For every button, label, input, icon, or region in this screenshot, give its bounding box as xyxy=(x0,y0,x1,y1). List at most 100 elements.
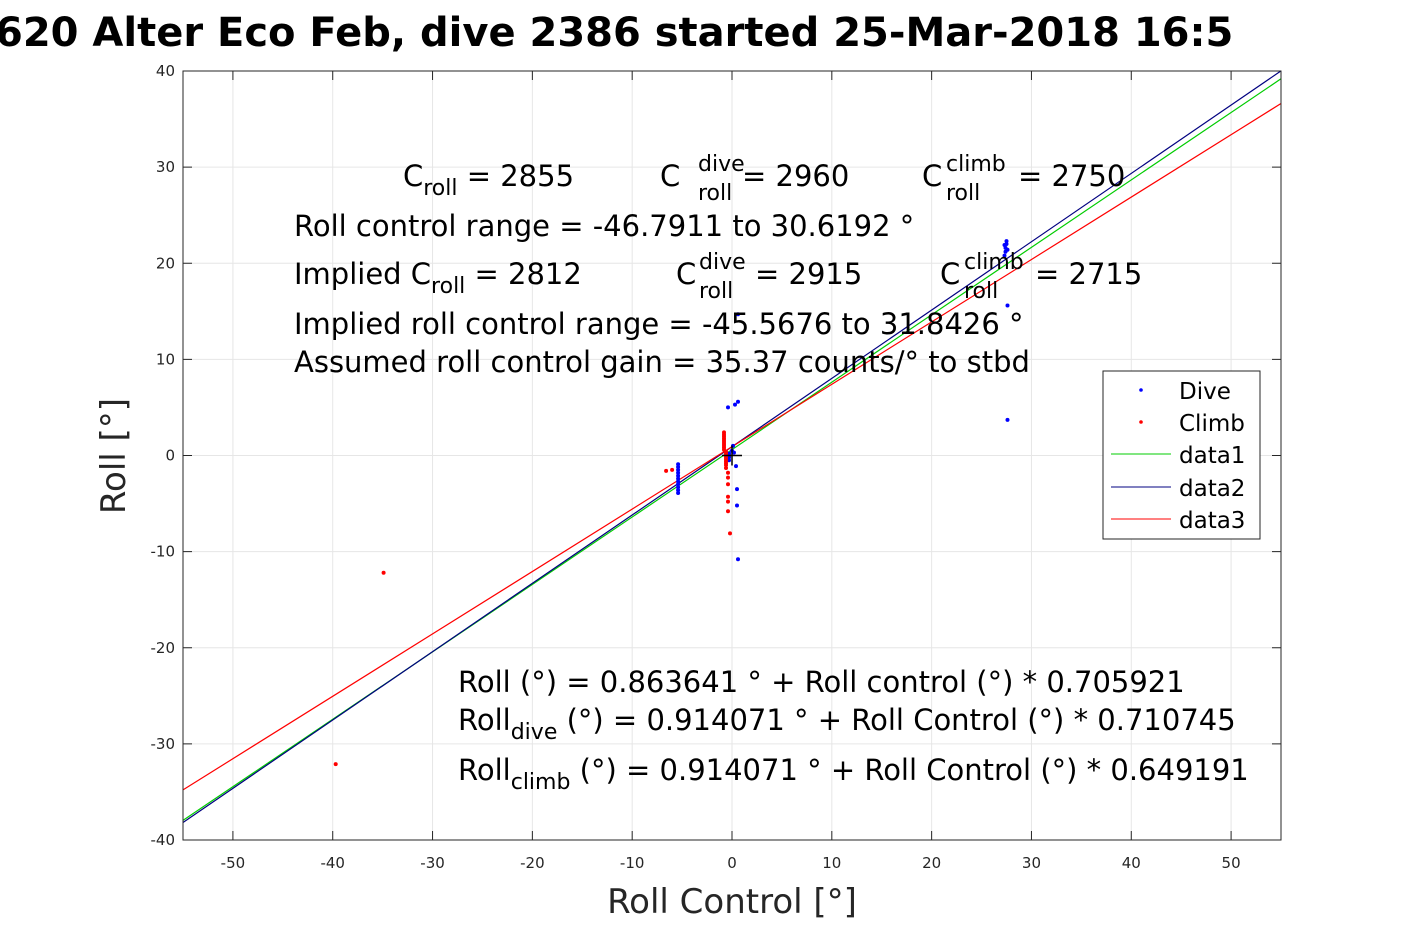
y-tick-label: 40 xyxy=(156,62,175,80)
implied-c-roll-annotation: Implied Croll = 2812 xyxy=(294,257,582,299)
point-climb xyxy=(381,570,386,575)
implied-c-roll-dive-sup: dive xyxy=(699,250,746,275)
y-tick-label: 20 xyxy=(156,254,175,272)
x-tick-label: 20 xyxy=(922,854,941,872)
point-dive xyxy=(676,470,681,475)
point-dive xyxy=(676,488,681,493)
c-roll-climb-annotation: C xyxy=(922,159,942,193)
x-axis-label: Roll Control [°] xyxy=(607,882,857,922)
point-climb xyxy=(724,463,728,468)
point-dive xyxy=(676,479,681,484)
point-climb xyxy=(726,470,730,475)
implied-c-roll-climb-sup: climb xyxy=(964,250,1024,275)
y-tick-label: -30 xyxy=(151,735,176,753)
point-dive xyxy=(727,455,731,460)
point-dive xyxy=(1005,303,1010,308)
point-climb xyxy=(728,531,732,536)
roll-control-range: Roll control range = -46.7911 to 30.6192… xyxy=(294,209,914,243)
point-dive xyxy=(736,399,740,404)
c-roll-climb-sup: climb xyxy=(946,152,1006,177)
point-climb xyxy=(724,466,728,470)
roll-dive-fit-equation: Rolldive (°) = 0.914071 ° + Roll Control… xyxy=(458,703,1236,745)
x-tick-label: 0 xyxy=(727,854,737,872)
point-dive xyxy=(1002,253,1007,258)
legend-label-climb: Climb xyxy=(1179,411,1245,437)
legend-label-data3: data3 xyxy=(1179,508,1245,534)
point-dive xyxy=(676,485,681,490)
point-dive xyxy=(736,312,740,317)
point-dive xyxy=(676,465,681,469)
calibration-annotations: Croll = 2855 C dive roll = 2960 C climb … xyxy=(294,152,1142,379)
point-dive xyxy=(733,402,737,407)
point-climb xyxy=(333,762,338,767)
c-roll-annotation: Croll = 2855 xyxy=(403,159,574,201)
legend-label-data2: data2 xyxy=(1179,476,1245,502)
implied-c-roll-climb-annotation: C xyxy=(940,257,960,291)
point-dive xyxy=(734,464,738,469)
point-dive xyxy=(736,557,740,562)
point-dive xyxy=(676,491,681,495)
point-climb xyxy=(726,494,730,499)
point-climb xyxy=(726,509,730,514)
legend-label-dive: Dive xyxy=(1179,379,1231,405)
point-climb xyxy=(670,467,675,472)
legend-marker-climb xyxy=(1139,420,1143,424)
roll-fit-equation: Roll (°) = 0.863641 ° + Roll control (°)… xyxy=(458,665,1185,699)
assumed-gain: Assumed roll control gain = 35.37 counts… xyxy=(294,345,1030,379)
legend-label-data1: data1 xyxy=(1179,443,1245,469)
y-tick-label: 30 xyxy=(156,158,175,176)
y-tick-label: 0 xyxy=(165,447,175,465)
legend-marker-dive xyxy=(1139,388,1143,392)
legend-box xyxy=(1102,370,1261,540)
x-tick-label: -10 xyxy=(620,854,645,872)
roll-climb-fit-equation: Rollclimb (°) = 0.914071 ° + Roll Contro… xyxy=(458,753,1249,795)
x-tick-label: -30 xyxy=(420,854,445,872)
point-dive xyxy=(676,467,681,472)
c-roll-dive-value: = 2960 xyxy=(742,159,849,193)
point-climb xyxy=(726,499,730,504)
c-roll-climb-sub: roll xyxy=(946,181,980,206)
implied-roll-control-range: Implied roll control range = -45.5676 to… xyxy=(294,307,1024,341)
point-dive xyxy=(1005,247,1010,252)
c-roll-climb-value: = 2750 xyxy=(1018,159,1125,193)
fit-annotations: Roll (°) = 0.863641 ° + Roll control (°)… xyxy=(458,665,1249,795)
point-dive xyxy=(1005,417,1010,422)
x-tick-label: 50 xyxy=(1222,854,1241,872)
implied-c-roll-climb-sub: roll xyxy=(964,279,998,304)
x-tick-label: 30 xyxy=(1022,854,1041,872)
point-climb xyxy=(664,468,669,473)
y-axis-label: Roll [°] xyxy=(94,398,134,514)
point-dive xyxy=(1002,243,1007,247)
c-roll-dive-sup: dive xyxy=(698,152,745,177)
c-roll-dive-annotation: C xyxy=(660,159,680,193)
implied-c-roll-dive-annotation: C xyxy=(676,257,696,291)
y-tick-label: -10 xyxy=(151,543,176,561)
point-climb xyxy=(726,482,730,487)
point-dive xyxy=(726,405,730,410)
implied-c-roll-climb-value: = 2715 xyxy=(1035,257,1142,291)
x-tick-label: -40 xyxy=(320,854,345,872)
x-tick-label: 40 xyxy=(1122,854,1141,872)
point-dive xyxy=(735,503,739,508)
origin-crosshair xyxy=(722,445,742,466)
implied-c-roll-dive-sub: roll xyxy=(699,279,733,304)
point-dive xyxy=(676,462,681,467)
point-climb xyxy=(726,475,730,480)
y-tick-label: -40 xyxy=(151,831,176,849)
y-tick-label: 10 xyxy=(156,350,175,368)
point-dive xyxy=(676,482,681,487)
point-dive xyxy=(735,487,739,492)
x-tick-label: -50 xyxy=(221,854,246,872)
c-roll-dive-sub: roll xyxy=(698,181,732,206)
point-dive xyxy=(732,450,736,455)
point-dive xyxy=(676,476,681,481)
x-tick-label: -20 xyxy=(520,854,545,872)
y-tick-label: -20 xyxy=(151,639,176,657)
data-points xyxy=(333,239,1010,767)
x-tick-label: 10 xyxy=(822,854,841,872)
y-axis-ticks: 40 30 20 10 0 -10 -20 -30 -40 xyxy=(151,62,1281,849)
implied-c-roll-dive-value: = 2915 xyxy=(755,257,862,291)
point-dive xyxy=(676,473,681,478)
legend: Dive Climb data1 data2 data3 xyxy=(1102,370,1261,540)
